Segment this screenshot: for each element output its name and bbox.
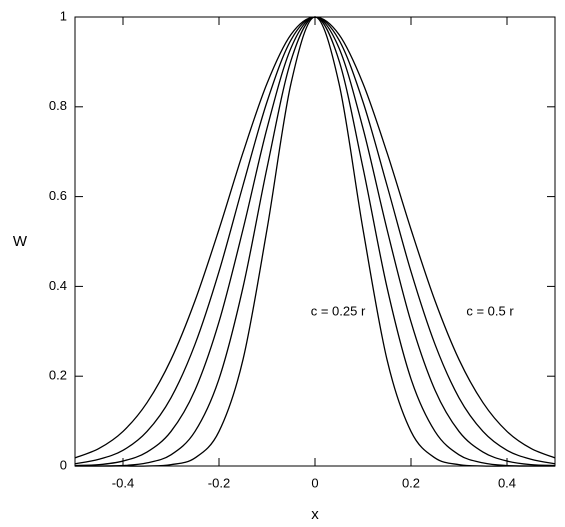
series-line: [74, 16, 556, 459]
x-tick-label: -0.4: [112, 475, 134, 490]
y-tick-label: 0.6: [49, 188, 67, 203]
y-tick-label: 0.2: [49, 368, 67, 383]
annotation: c = 0.5 r: [466, 303, 514, 318]
x-tick-label: 0: [311, 475, 318, 490]
plot-frame: [74, 16, 556, 467]
y-tick-label: 0.4: [49, 278, 67, 293]
y-tick-label: 0.8: [49, 98, 67, 113]
series-line: [74, 16, 556, 467]
y-axis-title: W: [13, 233, 28, 250]
series-line: [74, 16, 556, 465]
x-axis-title: x: [311, 506, 319, 523]
x-tick-label: 0.2: [402, 475, 420, 490]
x-tick-label: 0.4: [498, 475, 516, 490]
series-line: [75, 16, 555, 467]
y-tick-label: 1: [60, 8, 67, 23]
y-tick-label: 0: [60, 457, 67, 472]
series-line: [74, 16, 556, 467]
annotation: c = 0.25 r: [311, 303, 366, 318]
x-tick-label: -0.2: [208, 475, 230, 490]
